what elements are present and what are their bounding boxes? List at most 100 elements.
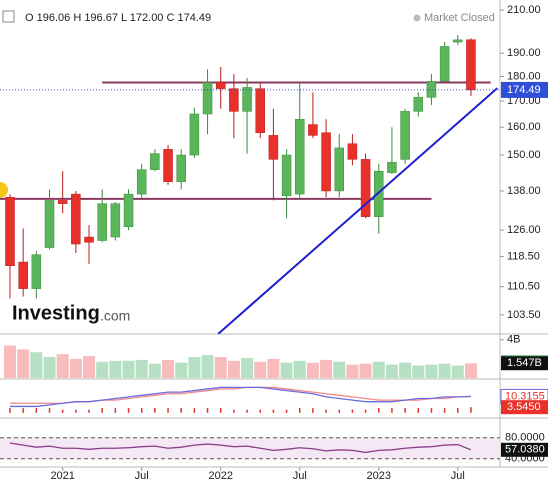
volume-bar	[56, 354, 69, 378]
macd-hist	[206, 408, 209, 413]
candle-body	[5, 196, 15, 267]
macd-hist	[325, 409, 327, 413]
y-tick-label: 118.50	[507, 250, 540, 262]
logo-brand: Investing	[12, 302, 100, 324]
volume-bar	[451, 365, 464, 378]
candle-body	[110, 203, 121, 238]
ohlc-header: O 196.06 H 196.67 L 172.00 C 174.49	[25, 12, 211, 24]
macd-hist	[127, 408, 130, 413]
candle-body	[229, 88, 239, 112]
macd-hist	[351, 409, 354, 413]
x-tick-label: Jul	[135, 470, 149, 482]
volume-bar	[43, 357, 56, 378]
x-tick-label: 2022	[208, 470, 232, 482]
macd-hist	[22, 408, 24, 413]
candle-body	[215, 82, 226, 89]
volume-bar	[241, 357, 254, 378]
macd-hist	[246, 409, 248, 413]
volume-bar	[359, 363, 372, 378]
volume-bar	[372, 361, 385, 378]
candle-body	[374, 170, 384, 217]
rsi-band	[0, 437, 500, 459]
price-label-box	[501, 81, 548, 98]
y-tick-label: 210.00	[507, 4, 541, 16]
volume-bar	[464, 363, 477, 378]
toggle-icon[interactable]	[2, 10, 15, 23]
candle-body	[439, 46, 450, 82]
volume-bar	[425, 364, 438, 378]
volume-bar	[385, 364, 398, 378]
volume-bar	[399, 362, 412, 378]
candle-body	[18, 261, 28, 289]
volume-bar	[254, 361, 267, 378]
y-tick-label: 138.00	[507, 185, 541, 197]
macd-hist	[167, 408, 169, 413]
marker-dot	[0, 182, 8, 198]
volume-bar	[69, 358, 82, 378]
candle-body	[31, 254, 42, 289]
volume-bar	[148, 363, 161, 378]
candle-body	[202, 82, 213, 115]
macd-hist	[378, 408, 380, 413]
macd-hist	[338, 409, 340, 413]
volume-bar	[214, 357, 227, 378]
candle-body	[163, 149, 173, 182]
volume-bar	[412, 365, 425, 378]
candle-body	[426, 81, 437, 98]
candle-body	[84, 236, 94, 243]
candle-body	[321, 132, 331, 192]
candle-body	[242, 87, 252, 112]
macd-hist	[312, 408, 314, 413]
candle-body	[136, 169, 147, 195]
candle-body	[44, 200, 55, 248]
x-tick-label: Jul	[293, 470, 307, 482]
rsi-label-box	[501, 442, 548, 457]
macd-hist	[272, 409, 275, 413]
macd-hist	[114, 408, 117, 413]
macd-hist	[154, 408, 156, 413]
volume-bar	[17, 349, 30, 378]
y-tick-label: 126.00	[507, 224, 541, 236]
macd-label: 10.3155	[505, 390, 545, 402]
x-tick-label: Jul	[451, 470, 465, 482]
volume-bar	[122, 360, 135, 378]
y-tick-label: 110.50	[507, 281, 540, 293]
macd-hist	[404, 408, 406, 413]
macd-hist	[430, 408, 433, 413]
macd-hist	[180, 408, 182, 413]
x-tick-label: 2021	[50, 470, 74, 482]
macd-hist	[259, 409, 261, 413]
y-tick-label: 103.50	[507, 309, 541, 321]
volume-label: 1.547B	[507, 357, 542, 369]
logo-suffix: .com	[100, 308, 130, 324]
candle-body	[57, 200, 68, 204]
macd-hist	[193, 408, 196, 413]
candle-body	[71, 193, 81, 245]
candle-body	[255, 88, 265, 133]
volume-bar	[438, 363, 451, 378]
plot	[0, 35, 498, 334]
volume-bar	[201, 355, 214, 378]
candle-body	[347, 143, 358, 160]
volume-bar	[162, 359, 175, 378]
macd-hist	[285, 409, 288, 413]
candle-body	[334, 147, 344, 192]
volume-bar	[267, 358, 280, 378]
candle-body	[294, 118, 305, 195]
y-tick-label: 80.0000	[505, 432, 545, 444]
volume-bar	[83, 356, 96, 378]
y-tick-label: 180.00	[507, 70, 541, 82]
candle-body	[308, 124, 318, 136]
macd-hist	[9, 408, 11, 413]
macd-hist	[364, 409, 367, 413]
volume-bar	[135, 359, 148, 378]
macd-hist	[391, 408, 393, 413]
macd-hist	[101, 408, 103, 413]
trendline	[217, 87, 498, 334]
macd-hist	[443, 408, 446, 413]
candle-body	[123, 193, 134, 227]
y-tick-label: 150.00	[507, 149, 541, 161]
candle-body	[176, 154, 186, 182]
price-label: 174.49	[507, 84, 541, 96]
